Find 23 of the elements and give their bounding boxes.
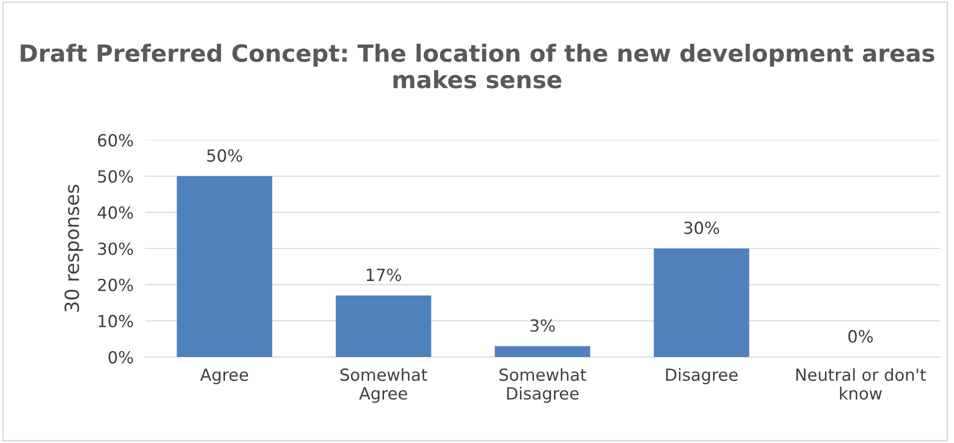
data-label: 17% (366, 268, 402, 282)
y-tick-label: 0% (108, 350, 133, 364)
bar (336, 296, 432, 357)
x-tick-label: Disagree (666, 368, 738, 384)
y-tick-label: 30% (98, 242, 133, 256)
x-tick-label: Neutral or don't know (796, 368, 926, 400)
data-label: 0% (848, 330, 873, 343)
x-tick-label: Somewhat Agree (340, 368, 428, 403)
y-tick-label: 60% (98, 134, 133, 147)
y-tick-label: 20% (98, 278, 133, 292)
y-tick-label: 50% (98, 170, 133, 183)
y-tick-label: 10% (98, 314, 133, 328)
bar (176, 176, 272, 357)
x-tick-label: Agree (200, 368, 248, 384)
bar (494, 346, 590, 357)
data-label: 3% (530, 319, 555, 332)
bar (654, 248, 750, 357)
y-axis-title: 30 responses (64, 184, 83, 312)
data-label: 30% (684, 222, 720, 234)
data-label: 50% (207, 149, 242, 162)
x-tick-label: Somewhat Disagree (499, 368, 586, 403)
chart-title: Draft Preferred Concept: The location of the new development areas makes sense (20, 44, 934, 88)
y-tick-label: 40% (98, 206, 133, 219)
